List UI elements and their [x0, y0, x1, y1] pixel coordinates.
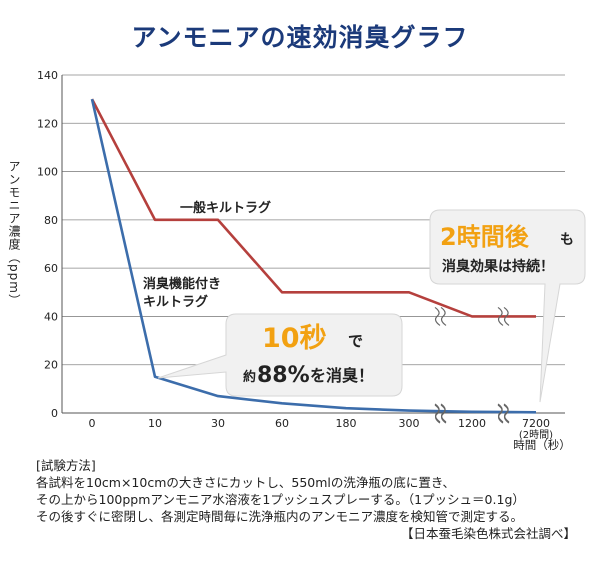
y-tick-label: 0: [51, 407, 58, 420]
y-axis-title: アンモニア濃度（ppm）: [7, 160, 21, 307]
y-tick-label: 60: [44, 262, 58, 275]
x-tick-label: 10: [148, 417, 162, 430]
callout-2hours-small: も: [560, 232, 574, 248]
callout-10sec-percent: 88%: [257, 363, 310, 388]
callout-10sec-suffix: を消臭！: [310, 366, 374, 385]
axis-break-mark: [434, 403, 441, 423]
chart-title: アンモニアの速効消臭グラフ: [131, 23, 469, 52]
x-tick-label: 60: [275, 417, 289, 430]
method-credit: 【日本蚕毛染色株式会社調べ】: [400, 526, 576, 541]
y-tick-label: 120: [37, 117, 58, 130]
y-tick-label: 80: [44, 214, 58, 227]
y-tick-label: 140: [37, 69, 58, 82]
axis-break-mark: [503, 306, 510, 326]
y-tick-label: 100: [37, 166, 58, 179]
series-label-normal: 一般キルトラグ: [180, 200, 271, 216]
callout-10sec-highlight: 10秒: [262, 323, 327, 354]
method-line-1: 各試料を10cm×10cmの大きさにカットし、550mlの洗浄瓶の底に置き、: [36, 475, 456, 490]
series-label-deodorant-line2: キルトラグ: [143, 294, 208, 310]
method-line-3: その後すぐに密閉し、各測定時間毎に洗浄瓶内のアンモニア濃度を検知管で測定する。: [36, 509, 524, 524]
ammonia-chart: 0 20 40 60 80 100 120 140 0 10 30 60 180 300 1200 7200(…: [7, 69, 586, 450]
series-line-deodorant: [90, 98, 537, 414]
callout-2hours-line2: 消臭効果は持続！: [442, 258, 554, 275]
x-tick-label: 7200: [522, 417, 550, 430]
x-axis-title: 時間（秒）: [513, 438, 571, 450]
axis-break-mark: [434, 306, 441, 326]
axis-break-mark: [497, 403, 504, 423]
series-label-deodorant-line1: 消臭機能付き: [143, 276, 221, 292]
x-tick-label: 180: [336, 417, 357, 430]
x-tick-label: 0: [89, 417, 96, 430]
callout-10sec-small: で: [348, 332, 363, 350]
method-line-2: その上から100ppmアンモニア水溶液を1プッシュスプレーする。（1プッシュ＝0…: [36, 492, 525, 507]
method-heading: [試験方法]: [36, 458, 96, 473]
callout-2hours-bubble: [429, 209, 586, 403]
axis-break-mark: [497, 306, 504, 326]
x-tick-note: (2時間): [519, 429, 553, 441]
callout-10sec-bubble: [157, 313, 403, 397]
callout-10sec-prefix: 約: [243, 369, 256, 385]
x-tick-label: 30: [211, 417, 225, 430]
callout-2hours-highlight: 2時間後: [440, 223, 530, 251]
axis-break-mark: [503, 403, 510, 423]
axis-break-mark: [440, 306, 447, 326]
y-tick-label: 40: [44, 310, 58, 323]
x-tick-label: 1200: [458, 417, 486, 430]
axis-break-mark: [440, 403, 447, 423]
series-line-normal: [90, 98, 536, 318]
x-tick-label: 300: [399, 417, 420, 430]
y-tick-label: 20: [44, 359, 58, 372]
